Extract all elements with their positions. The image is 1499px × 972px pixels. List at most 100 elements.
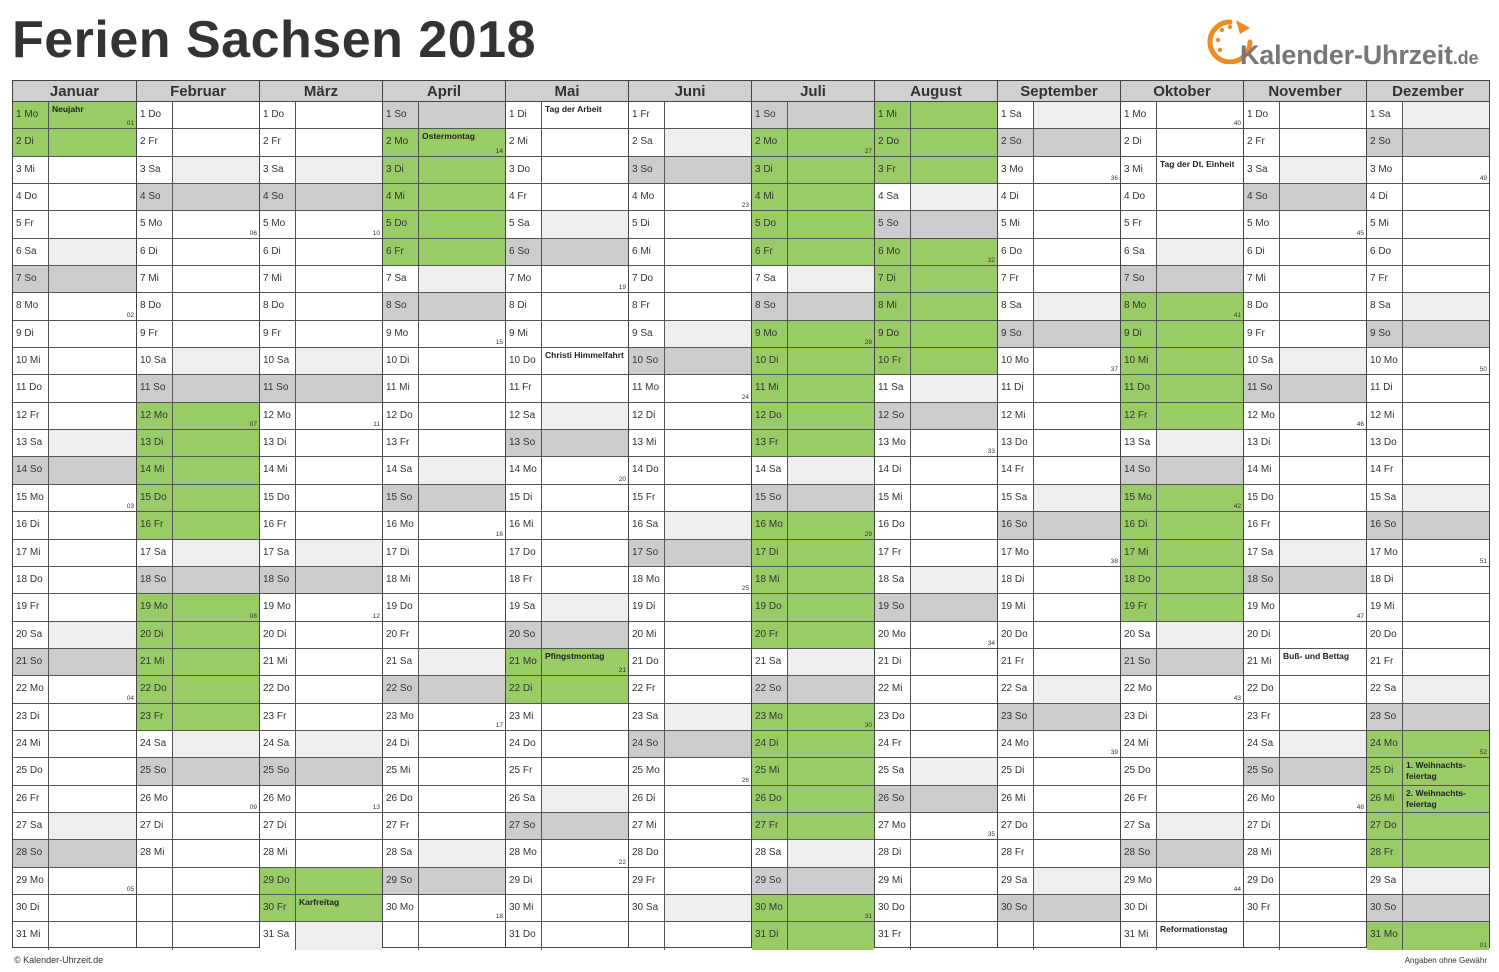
day-cell[interactable]: 4 Mi: [383, 184, 505, 212]
day-cell[interactable]: 25 Do: [13, 758, 136, 786]
day-cell[interactable]: 21 Mi: [260, 648, 382, 677]
day-cell[interactable]: 18 Do: [1121, 566, 1243, 595]
day-cell[interactable]: 4 So: [137, 184, 259, 212]
day-cell[interactable]: 3 Do: [506, 156, 628, 185]
day-cell[interactable]: 19 Do: [383, 594, 505, 622]
day-cell[interactable]: 19 Di: [629, 594, 751, 622]
day-cell[interactable]: 12 Mo 46: [1244, 402, 1366, 431]
day-cell[interactable]: 7 Sa: [752, 266, 874, 294]
day-cell[interactable]: 30 Di: [13, 894, 136, 923]
day-cell[interactable]: 8 Sa: [998, 293, 1120, 321]
day-cell[interactable]: 3 Fr: [875, 156, 997, 185]
day-cell[interactable]: 10 Di: [383, 348, 505, 376]
day-cell[interactable]: 30 Di: [1121, 894, 1243, 923]
day-cell[interactable]: 12 Mo 11: [260, 402, 382, 431]
day-cell[interactable]: 23 Mo 17: [383, 703, 505, 731]
day-cell[interactable]: 12 Do: [752, 402, 874, 431]
day-cell[interactable]: 22 Fr: [629, 676, 751, 704]
day-cell[interactable]: 28 Do: [629, 840, 751, 868]
day-cell[interactable]: 2 Fr: [137, 129, 259, 157]
day-cell[interactable]: 4 Sa: [875, 184, 997, 212]
day-cell[interactable]: 4 Mi: [752, 184, 874, 212]
footer-copyright[interactable]: © Kalender-Uhrzeit.de: [14, 955, 104, 965]
day-cell[interactable]: 27 Di: [1244, 812, 1366, 841]
day-cell[interactable]: 11 Di: [1367, 375, 1489, 403]
day-cell[interactable]: 26 Mo 48: [1244, 785, 1366, 813]
day-cell[interactable]: 17 Mo 38: [998, 539, 1120, 567]
day-cell[interactable]: 26 So: [875, 785, 997, 813]
day-cell[interactable]: 12 Mi: [998, 402, 1120, 431]
day-cell[interactable]: 17 So: [629, 539, 751, 567]
day-cell[interactable]: 5 So: [875, 211, 997, 239]
day-cell[interactable]: 27 Mo 35: [875, 812, 997, 841]
day-cell[interactable]: 22 So: [752, 676, 874, 704]
day-cell[interactable]: 16 Mo 29: [752, 512, 874, 540]
day-cell[interactable]: 25 Mi: [383, 758, 505, 786]
day-cell[interactable]: 20 Fr: [752, 621, 874, 649]
day-cell[interactable]: 4 Fr: [506, 184, 628, 212]
day-cell[interactable]: 10 Sa: [1244, 348, 1366, 376]
day-cell[interactable]: 29 Mi: [875, 867, 997, 895]
day-cell[interactable]: 15 Mi: [875, 484, 997, 513]
day-cell[interactable]: 19 So: [875, 594, 997, 622]
day-cell[interactable]: 21 Di: [875, 648, 997, 677]
day-cell[interactable]: 8 Do: [1244, 293, 1366, 321]
day-cell[interactable]: 10 Di: [752, 348, 874, 376]
day-cell[interactable]: 8 Mo 41: [1121, 293, 1243, 321]
day-cell[interactable]: 24 Mi: [1121, 730, 1243, 759]
day-cell[interactable]: 21 Fr: [1367, 648, 1489, 677]
day-cell[interactable]: 15 So: [383, 484, 505, 513]
day-cell[interactable]: 3 Mi: [13, 156, 136, 185]
day-cell[interactable]: 19 Mi: [998, 594, 1120, 622]
day-cell[interactable]: 15 Do: [260, 484, 382, 513]
day-cell[interactable]: 22 Mo 04: [13, 676, 136, 704]
day-cell[interactable]: 13 Mo 33: [875, 430, 997, 458]
day-cell[interactable]: 1 So: [383, 102, 505, 130]
day-cell[interactable]: 29 Di: [506, 867, 628, 895]
day-cell[interactable]: 17 Mo 51: [1367, 539, 1489, 567]
day-cell[interactable]: 14 Sa: [383, 457, 505, 485]
day-cell[interactable]: 31 Sa: [260, 922, 382, 950]
day-cell[interactable]: 11 So: [260, 375, 382, 403]
day-cell[interactable]: 2 Mi: [506, 129, 628, 157]
day-cell[interactable]: 24 Mo 52: [1367, 730, 1489, 759]
day-cell[interactable]: 6 Di: [137, 238, 259, 267]
day-cell[interactable]: 18 Mi: [383, 566, 505, 595]
day-cell[interactable]: 31 Do: [506, 922, 628, 950]
day-cell[interactable]: 17 Di: [383, 539, 505, 567]
day-cell[interactable]: 12 Di: [629, 402, 751, 431]
day-cell[interactable]: 8 Mo 02: [13, 293, 136, 321]
day-cell[interactable]: 23 Di: [13, 703, 136, 731]
day-cell[interactable]: 3 Di: [383, 156, 505, 185]
day-cell[interactable]: 28 Di: [875, 840, 997, 868]
day-cell[interactable]: 9 Mo 28: [752, 320, 874, 349]
day-cell[interactable]: 30 Sa: [629, 894, 751, 923]
day-cell[interactable]: 4 Do: [1121, 184, 1243, 212]
day-cell[interactable]: 6 So: [506, 238, 628, 267]
day-cell[interactable]: 29 Mo 44: [1121, 867, 1243, 895]
day-cell[interactable]: 8 Di: [506, 293, 628, 321]
day-cell[interactable]: 29 Do: [260, 867, 382, 895]
day-cell[interactable]: 17 Mi: [13, 539, 136, 567]
day-cell[interactable]: 20 Fr: [383, 621, 505, 649]
day-cell[interactable]: 19 Sa: [506, 594, 628, 622]
day-cell[interactable]: 9 Fr: [1244, 320, 1366, 349]
day-cell[interactable]: 10 Mo 50: [1367, 348, 1489, 376]
day-cell[interactable]: 7 Mo 19: [506, 266, 628, 294]
day-cell[interactable]: 26 Mo 09: [137, 785, 259, 813]
day-cell[interactable]: 6 Mi: [629, 238, 751, 267]
day-cell[interactable]: 16 Di: [13, 512, 136, 540]
day-cell[interactable]: 10 So: [629, 348, 751, 376]
day-cell[interactable]: 3 Mo 49: [1367, 156, 1489, 185]
day-cell[interactable]: 14 Do: [629, 457, 751, 485]
day-cell[interactable]: 23 Sa: [629, 703, 751, 731]
day-cell[interactable]: 4 Di: [998, 184, 1120, 212]
day-cell[interactable]: 16 Di: [1121, 512, 1243, 540]
day-cell[interactable]: 8 So: [383, 293, 505, 321]
day-cell[interactable]: 2 So: [1367, 129, 1489, 157]
day-cell[interactable]: 28 Mo 22: [506, 840, 628, 868]
day-cell[interactable]: 13 Di: [260, 430, 382, 458]
day-cell[interactable]: 17 Fr: [875, 539, 997, 567]
day-cell[interactable]: 13 Di: [137, 430, 259, 458]
day-cell[interactable]: 22 Do: [260, 676, 382, 704]
